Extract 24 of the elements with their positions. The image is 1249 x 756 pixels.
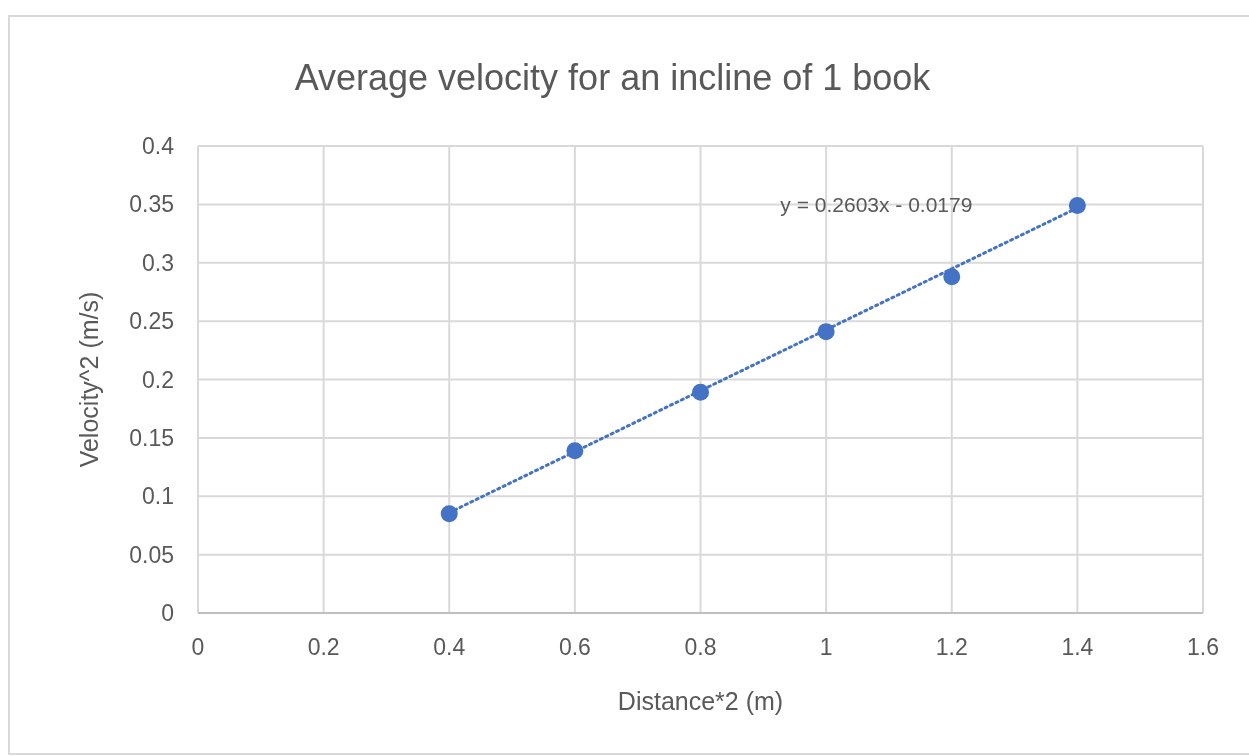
x-axis-title: Distance*2 (m) — [617, 687, 784, 715]
y-tick-label: 0.4 — [142, 133, 175, 160]
point — [943, 268, 961, 286]
x-tick-label: 0.6 — [558, 634, 591, 660]
x-tick-label: 0 — [191, 634, 205, 660]
chart-title: Average velocity for an incline of 1 book — [294, 57, 932, 98]
point — [1068, 197, 1086, 215]
x-tick-label: 1.4 — [1061, 634, 1094, 660]
x-tick-label: 1.2 — [935, 634, 968, 660]
y-tick-label: 0.25 — [129, 308, 174, 335]
annotation: y = 0.2603x - 0.0179 — [780, 192, 973, 216]
x-tick-label: 1.6 — [1187, 634, 1219, 660]
x-tick-label: 0.2 — [307, 634, 340, 660]
y-tick-label: 0.1 — [142, 483, 174, 510]
y-tick-label: 0.2 — [142, 366, 174, 393]
y-tick-label: 0.05 — [129, 541, 174, 568]
y-tick-label: 0 — [161, 600, 174, 627]
y-tick-label: 0.15 — [129, 424, 174, 451]
x-tick-label: 1 — [819, 634, 833, 660]
y-tick-label: 0.3 — [142, 249, 174, 276]
x-tick-label: 0.8 — [684, 634, 717, 660]
x-tick-label: 0.4 — [433, 634, 466, 660]
y-axis-title: Velocity^2 (m/s) — [75, 291, 103, 468]
y-tick-label: 0.35 — [129, 191, 174, 218]
